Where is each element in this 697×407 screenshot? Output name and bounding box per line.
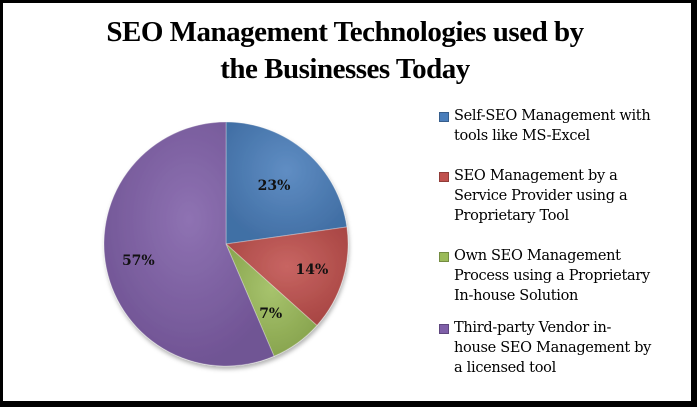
- chart-title-line-1: SEO Management Technologies used by: [106, 16, 584, 48]
- legend-text: Self-SEO Management with: [454, 108, 651, 124]
- pie-slices: [103, 121, 349, 367]
- legend-text: a licensed tool: [454, 360, 556, 376]
- legend-text: Own SEO Management: [454, 248, 621, 264]
- legend: Self-SEO Management with tools like MS-E…: [438, 106, 688, 398]
- chart-title-line-2: the Businesses Today: [220, 53, 470, 85]
- legend-item-service-provider: SEO Management by a Service Provider usi…: [438, 166, 688, 226]
- legend-item-own-process: Own SEO Management Process using a Propr…: [438, 246, 688, 306]
- legend-swatch-blue: [439, 112, 449, 122]
- legend-swatch-purple: [439, 324, 449, 334]
- legend-text: SEO Management by a: [454, 168, 618, 184]
- legend-text: house SEO Management by: [454, 340, 652, 356]
- legend-text: In-house Solution: [454, 288, 579, 304]
- legend-item-self-seo: Self-SEO Management with tools like MS-E…: [438, 106, 688, 146]
- legend-text: Proprietary Tool: [454, 208, 569, 224]
- legend-swatch-red: [439, 172, 449, 182]
- legend-text: tools like MS-Excel: [454, 128, 590, 144]
- legend-text: Third-party Vendor in-: [454, 320, 612, 336]
- slice-shading: [226, 122, 347, 244]
- legend-item-third-party: Third-party Vendor in- house SEO Managem…: [438, 318, 688, 378]
- slice-shading: [103, 122, 274, 367]
- data-label: 7%: [259, 306, 283, 323]
- slice-shading: [226, 226, 348, 326]
- legend-swatch-green: [439, 252, 449, 262]
- legend-text: Service Provider using a: [454, 188, 628, 204]
- legend-text: Process using a Proprietary: [454, 268, 650, 284]
- data-label: 23%: [257, 177, 291, 194]
- data-label: 14%: [295, 261, 329, 278]
- slice-shading: [226, 244, 317, 357]
- data-label: 57%: [121, 252, 155, 269]
- chart-title: SEO Management Technologies used by the …: [0, 14, 690, 88]
